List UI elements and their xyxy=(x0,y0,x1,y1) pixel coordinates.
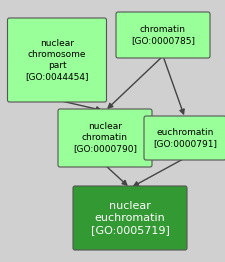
Text: chromatin
[GO:0000785]: chromatin [GO:0000785] xyxy=(130,25,194,45)
FancyBboxPatch shape xyxy=(115,12,209,58)
FancyBboxPatch shape xyxy=(73,186,186,250)
Text: nuclear
euchromatin
[GO:0005719]: nuclear euchromatin [GO:0005719] xyxy=(90,201,169,235)
FancyBboxPatch shape xyxy=(143,116,225,160)
FancyBboxPatch shape xyxy=(7,18,106,102)
Text: nuclear
chromatin
[GO:0000790]: nuclear chromatin [GO:0000790] xyxy=(73,122,136,154)
Text: euchromatin
[GO:0000791]: euchromatin [GO:0000791] xyxy=(152,128,216,148)
Text: nuclear
chromosome
part
[GO:0044454]: nuclear chromosome part [GO:0044454] xyxy=(25,39,88,81)
FancyBboxPatch shape xyxy=(58,109,151,167)
